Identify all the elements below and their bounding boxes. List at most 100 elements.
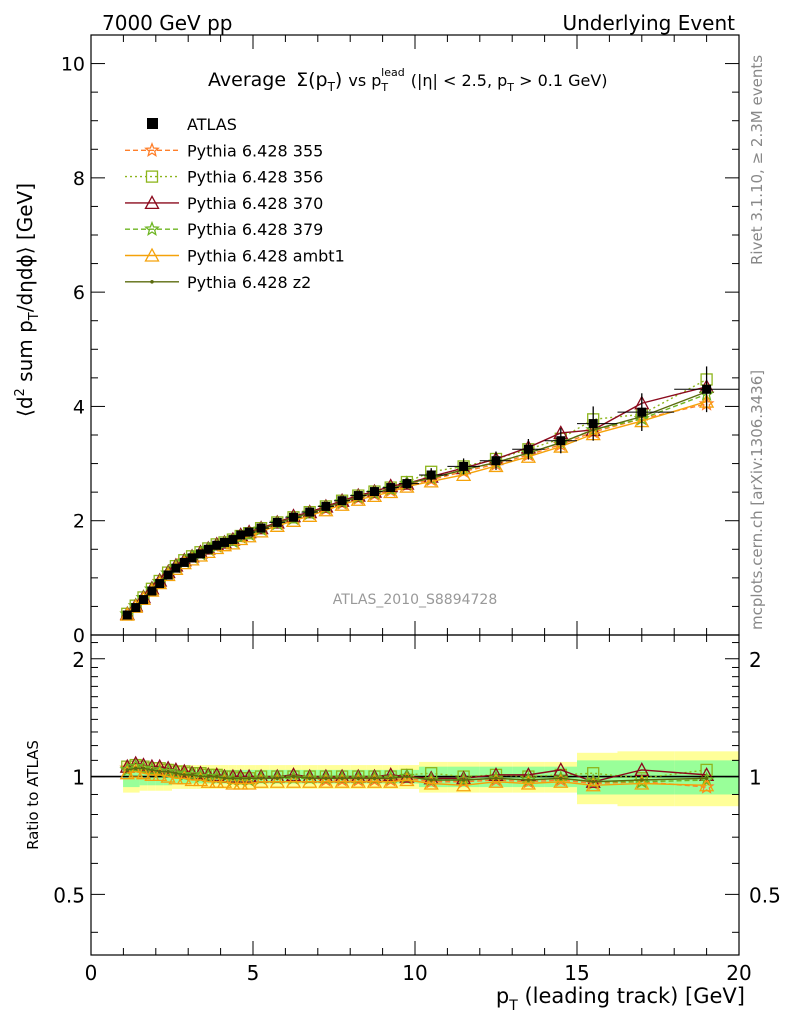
series-4-ratio-point — [241, 775, 257, 790]
series-5-ratio-point — [405, 774, 409, 779]
ratio-y-tick-label-right: 0.5 — [749, 883, 781, 907]
series-3-ratio-point — [200, 768, 217, 784]
x-tick-label: 5 — [247, 961, 260, 985]
series-4-ratio-point — [119, 765, 135, 780]
series-3-ratio-point — [144, 761, 160, 777]
legend-atlas-label: ATLAS — [187, 115, 237, 134]
atlas-point — [138, 595, 148, 605]
series-3-ratio-point — [520, 771, 537, 787]
series-4-ratio-point — [285, 773, 302, 788]
series-4-ratio-point — [192, 772, 209, 787]
series-5-ratio-point — [307, 776, 312, 781]
atlas-point — [179, 557, 189, 567]
main-panel: 0 2 4 6 8 10 — [61, 34, 740, 647]
analysis-watermark: ATLAS_2010_S8894728 — [333, 592, 498, 608]
series-4-ratio-point — [334, 773, 350, 788]
legend-marker-4 — [144, 247, 160, 262]
series-4-ratio-point — [144, 767, 160, 782]
atlas-point — [459, 461, 469, 471]
series-3-ratio-point — [168, 764, 184, 780]
atlas-point — [289, 512, 298, 522]
series-5-ratio-point — [372, 776, 377, 781]
legend-marker-3 — [144, 220, 160, 236]
ratio-series — [119, 755, 715, 794]
series-4-ratio-point — [366, 773, 383, 788]
series-0-ratio-line — [127, 765, 707, 788]
series-4-ratio-point — [168, 770, 184, 785]
series-3-ratio-point — [160, 763, 177, 779]
atlas-point — [187, 553, 197, 563]
ratio-ticks: 0 5 10 15 20 0.5 0.5 1 1 2 2 — [53, 635, 781, 985]
series-4-ratio-point — [553, 773, 569, 788]
series-5-ratio-line — [127, 767, 707, 783]
series-5-ratio-point — [494, 776, 498, 781]
series-4-ratio-point — [699, 777, 715, 792]
atlas-point — [256, 523, 266, 533]
series-4-point — [456, 466, 472, 482]
series-4-ratio-point — [128, 763, 144, 778]
atlas-point — [337, 496, 347, 506]
series-4-ratio-point — [253, 773, 269, 788]
series-4-ratio-point — [634, 775, 650, 790]
series-4-ratio-point — [302, 773, 318, 788]
atlas-point — [196, 549, 206, 559]
series-4-line — [126, 400, 707, 616]
y-tick-label: 0 — [73, 625, 85, 647]
x-tick-label: 0 — [85, 961, 98, 985]
series-5-ratio-point — [340, 776, 344, 781]
series-5-ratio-point — [275, 776, 280, 781]
series-5-ratio-point — [198, 774, 203, 779]
legend-marker-1 — [145, 170, 159, 183]
y-tick-label: 2 — [73, 511, 85, 533]
series-5-ratio-point — [182, 773, 187, 777]
legend-marker-5 — [150, 280, 154, 284]
series-2-line — [126, 386, 707, 615]
series-5-ratio-point — [247, 776, 251, 781]
series-4-ratio-point — [209, 773, 225, 788]
series-3-ratio-point — [135, 760, 152, 775]
atlas-point — [228, 535, 238, 545]
atlas-point — [122, 610, 132, 620]
x-tick-label: 10 — [402, 961, 427, 985]
ratio-y-tick-label: 0.5 — [53, 883, 85, 907]
ratio-y-tick-label: 1 — [72, 766, 85, 790]
series-5-ratio-point — [238, 776, 243, 781]
series-5-ratio-point — [704, 776, 709, 781]
y-tick-label: 8 — [73, 168, 85, 190]
atlas-point — [163, 570, 173, 580]
series-5-ratio-point — [150, 768, 154, 772]
ratio-y-tick-label: 2 — [72, 648, 85, 672]
atlas-point — [637, 407, 647, 417]
atlas-point — [305, 507, 315, 517]
legend-label-4: Pythia 6.428 ambt1 — [187, 247, 345, 266]
header-right: Underlying Event — [562, 11, 735, 35]
series-5-ratio-point — [190, 773, 194, 777]
series-4-ratio-point — [200, 773, 216, 788]
series-4-point — [488, 458, 504, 473]
ratio-y-tick-label-right: 2 — [749, 648, 762, 672]
series-4-ratio-point — [318, 773, 334, 788]
atlas-point — [203, 544, 213, 554]
legend-label-5: Pythia 6.428 z2 — [187, 273, 311, 292]
atlas-point — [171, 563, 181, 573]
series-4-ratio-point — [176, 770, 192, 785]
y-tick-label: 4 — [73, 396, 85, 418]
y-axis-label: ⟨d2 sum pT/dηdϕ⟩ [GeV] — [13, 183, 42, 417]
legend-label-1: Pythia 6.428 356 — [187, 168, 323, 187]
series-4-ratio-point — [520, 775, 536, 790]
legend: ATLAS Pythia 6.428 355 Pythia 6.428 356 Pyt… — [125, 115, 345, 292]
series-4-ratio-point — [585, 777, 601, 792]
ratio-panel: 0 5 10 15 20 0.5 0.5 1 1 2 2 — [53, 634, 781, 985]
series-4-point — [520, 448, 536, 463]
series-4-ratio-point — [233, 775, 249, 790]
series-1-ratio-point — [700, 763, 713, 777]
series-5-ratio-point — [166, 769, 170, 774]
atlas-point — [272, 517, 282, 527]
series-5-ratio-point — [141, 766, 146, 771]
series-5-ratio-point — [174, 771, 178, 776]
main-series — [119, 373, 715, 621]
legend-atlas-marker — [147, 118, 158, 129]
series-4-ratio-point — [184, 772, 200, 787]
atlas-point — [155, 579, 165, 589]
